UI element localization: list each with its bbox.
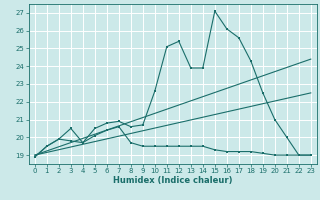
X-axis label: Humidex (Indice chaleur): Humidex (Indice chaleur): [113, 176, 233, 185]
